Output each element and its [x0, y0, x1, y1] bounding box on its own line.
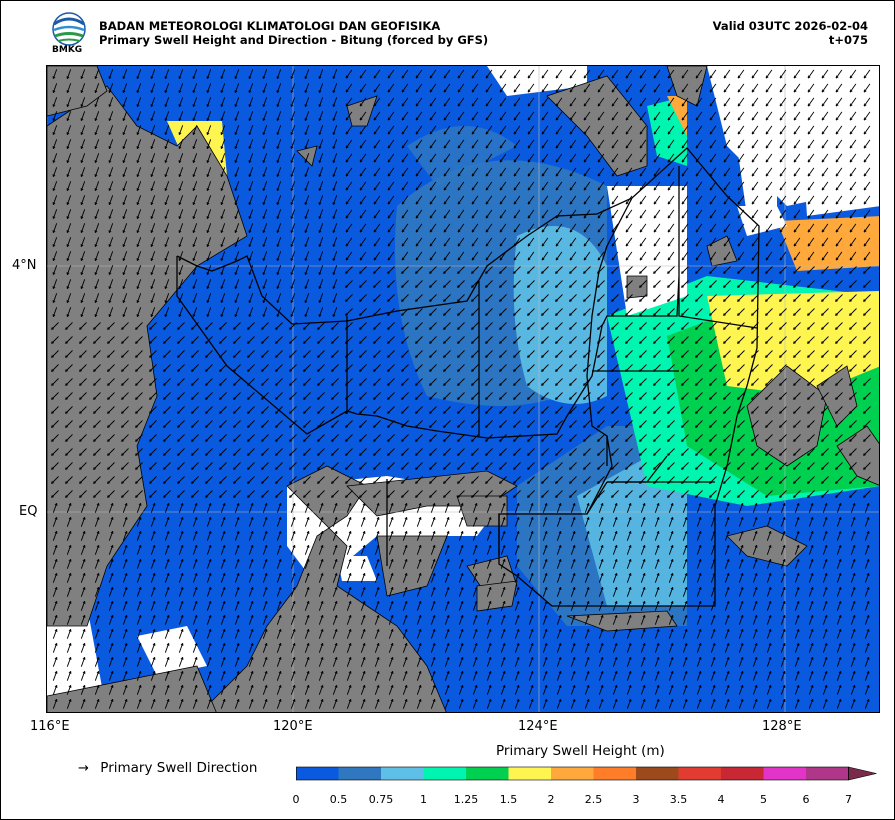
colorbar-tick-label: 0.5 [329, 793, 348, 806]
colorbar-tick-label: 2 [547, 793, 555, 806]
colorbar-tick-label: 0 [292, 793, 300, 806]
colorbar-tick-label: 1.5 [499, 793, 518, 806]
product-title: Primary Swell Height and Direction - Bit… [99, 33, 489, 47]
bmkg-logo-icon [52, 12, 86, 46]
colorbar-segment [636, 767, 679, 780]
graticule [47, 66, 879, 712]
lon-label-128: 128°E [762, 719, 802, 734]
colorbar-tick-label: 2.5 [584, 793, 603, 806]
agency-title: BADAN METEOROLOGI KLIMATOLOGI DAN GEOFIS… [99, 19, 441, 33]
bmkg-logo [50, 12, 88, 58]
colorbar-extend [848, 766, 877, 781]
direction-legend: → Primary Swell Direction [78, 760, 257, 776]
colorbar-segment [508, 767, 551, 780]
colorbar-segment [593, 767, 636, 780]
colorbar-title: Primary Swell Height (m) [496, 743, 665, 759]
valid-time: Valid 03UTC 2026-02-04 [712, 19, 868, 33]
colorbar-tick-label: 1.25 [453, 793, 479, 806]
direction-legend-label: Primary Swell Direction [100, 760, 258, 776]
lat-label-eq: EQ [19, 504, 38, 519]
colorbar-segment [423, 767, 466, 780]
colorbar-tick-label: 7 [845, 793, 852, 806]
colorbar-segment [338, 767, 381, 780]
colorbar-tick-label: 3.5 [669, 793, 688, 806]
colorbar-segment [721, 767, 764, 780]
lon-label-124: 124°E [518, 719, 558, 734]
swell-direction-arrows [51, 69, 871, 709]
colorbar-segment [296, 767, 339, 780]
colorbar-segment [678, 767, 721, 780]
forecast-zone-outlines [176, 147, 760, 607]
lon-label-120: 120°E [273, 719, 313, 734]
colorbar-tick-label: 5 [760, 793, 767, 806]
map-canvas [47, 66, 879, 712]
lon-label-116: 116°E [30, 719, 70, 734]
lat-label-4n: 4°N [12, 258, 37, 273]
arrow-right-icon: → [78, 761, 89, 776]
logo-text: BMKG [52, 45, 83, 55]
colorbar [296, 766, 877, 781]
colorbar-segment [806, 767, 849, 780]
colorbar-segment [466, 767, 509, 780]
colorbar-tick-label: 0.75 [368, 793, 394, 806]
colorbar-tick-label: 3 [632, 793, 640, 806]
colorbar-segment [381, 767, 424, 780]
colorbar-segment [763, 767, 806, 780]
colorbar-tick-label: 6 [802, 793, 810, 806]
colorbar-tick-label: 1 [420, 793, 427, 806]
swell-map [46, 65, 880, 713]
colorbar-tick-label: 4 [717, 793, 725, 806]
colorbar-segment [551, 767, 594, 780]
lead-time: t+075 [828, 33, 868, 47]
